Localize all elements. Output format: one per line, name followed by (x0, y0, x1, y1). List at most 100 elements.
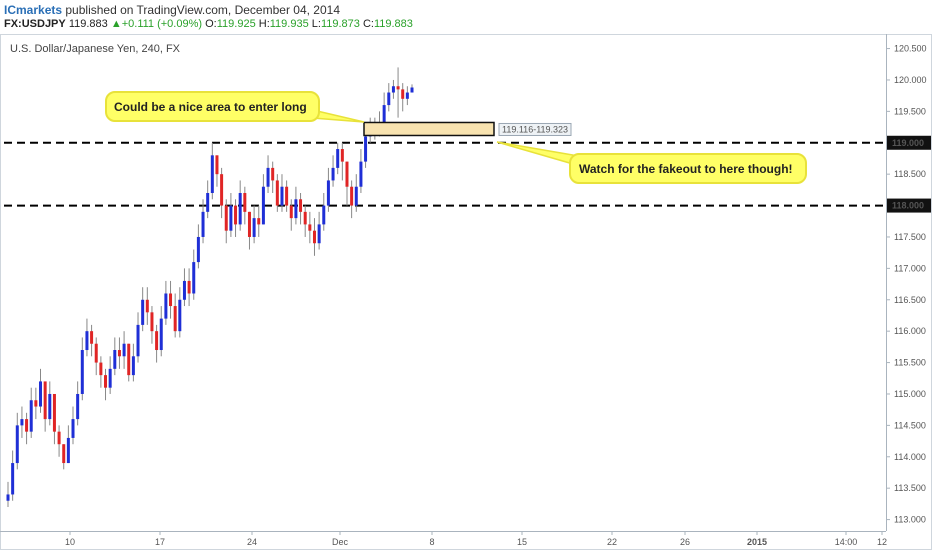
candlestick-series (6, 67, 414, 508)
candle-body (201, 211, 205, 237)
low-label: L: (311, 18, 321, 30)
candle-body (196, 236, 200, 263)
level-price-label: 118.000 (892, 201, 924, 211)
ohlc-line: FX:USDJPY 119.883 ▲+0.111 (+0.09%) O:119… (4, 18, 413, 30)
y-tick-label: 118.500 (894, 169, 926, 179)
close-label: C: (362, 18, 374, 30)
y-tick-label: 114.500 (894, 420, 926, 430)
callout-box (105, 91, 320, 122)
candle-body (173, 306, 177, 332)
candle-body (39, 381, 43, 407)
x-tick-label: 26 (680, 537, 690, 547)
y-tick-label: 113.500 (894, 483, 926, 493)
candle-body (150, 312, 154, 332)
candle-body (303, 211, 307, 225)
candle-body (359, 161, 363, 187)
x-tick-label: 24 (247, 537, 257, 547)
candle-body (29, 400, 33, 432)
candle-body (387, 92, 391, 106)
candle-body (405, 92, 409, 99)
open-value: 119.925 (216, 18, 256, 30)
candle-body (322, 205, 326, 225)
candle-body (57, 431, 61, 445)
candle-body (340, 149, 344, 162)
candle-body (299, 199, 303, 212)
candle-body (229, 205, 233, 231)
candle-body (76, 393, 80, 420)
author-link[interactable]: ICmarkets (4, 3, 63, 17)
high-value: 119.935 (269, 18, 309, 30)
candle-body (122, 343, 126, 357)
candle-body (266, 167, 270, 187)
candle-body (410, 87, 414, 93)
y-tick-label: 116.000 (894, 326, 926, 336)
candle-body (178, 299, 182, 332)
close-value: 119.883 (373, 18, 413, 30)
candle-body (25, 419, 29, 432)
candle-body (90, 331, 94, 344)
candle-body (15, 425, 19, 464)
candle-body (62, 444, 66, 464)
chart-canvas[interactable]: U.S. Dollar/Japanese Yen, 240, FX 113.00… (0, 34, 932, 550)
symbol-label: FX:USDJPY (4, 18, 66, 30)
candle-body (391, 86, 395, 93)
level-price-tag (887, 135, 931, 150)
callout-text: Could be a nice area to enter long (114, 100, 307, 114)
entry-zone[interactable]: 119.116-119.323 (363, 121, 572, 137)
candle-body (159, 318, 163, 351)
y-tick-label: 117.500 (894, 232, 926, 242)
candle-body (145, 299, 149, 313)
zone-label-box (498, 122, 572, 136)
candle-body (43, 381, 47, 420)
candle-body (127, 343, 131, 376)
candle-body (182, 280, 186, 300)
candle-body (289, 205, 293, 219)
candle-body (285, 186, 289, 206)
level-price-label: 119.000 (892, 138, 924, 148)
annotations: Could be a nice area to enter long Watch … (105, 91, 807, 184)
zone-label: 119.116-119.323 (502, 124, 568, 134)
candle-body (294, 199, 298, 219)
x-tick-label: 2015 (747, 537, 767, 547)
candle-body (261, 186, 265, 225)
candle-body (247, 211, 251, 237)
change-value: +0.111 (+0.09%) (121, 18, 203, 30)
candle-body (192, 262, 196, 294)
candle-body (187, 280, 191, 294)
candle-body (312, 230, 316, 244)
candle-body (113, 350, 117, 369)
low-value: 119.873 (320, 18, 360, 30)
chart-header: ICmarkets published on TradingView.com, … (0, 0, 932, 34)
candle-body (215, 155, 219, 175)
candle-body (243, 193, 247, 212)
candle-body (136, 324, 140, 357)
chart-title: U.S. Dollar/Japanese Yen, 240, FX (10, 43, 181, 55)
y-tick-label: 120.500 (894, 44, 927, 54)
candle-body (20, 419, 24, 426)
candle-body (354, 186, 358, 206)
y-tick-label: 115.500 (894, 358, 926, 368)
candle-body (34, 400, 38, 407)
support-levels: 119.000 118.000 (4, 135, 931, 213)
candle-body (271, 167, 275, 181)
candle-body (85, 331, 89, 351)
candle-body (350, 186, 354, 206)
candle-body (238, 193, 242, 225)
candle-body (331, 167, 335, 181)
candle-body (280, 186, 284, 206)
candle-body (206, 193, 210, 212)
x-tick-label: 8 (429, 537, 434, 547)
y-tick-label: 120.000 (894, 75, 927, 85)
candle-body (234, 205, 238, 225)
y-tick-label: 119.500 (894, 106, 926, 116)
candle-body (210, 155, 214, 194)
y-tick-label: 114.000 (894, 452, 926, 462)
candle-body (345, 161, 349, 187)
candle-body (66, 437, 70, 464)
x-tick-label: 12 (877, 537, 887, 547)
candle-body (252, 218, 256, 237)
y-tick-label: 116.500 (894, 295, 926, 305)
x-tick-label: 14:00 (835, 537, 858, 547)
candle-body (326, 180, 330, 206)
candle-body (308, 224, 312, 231)
